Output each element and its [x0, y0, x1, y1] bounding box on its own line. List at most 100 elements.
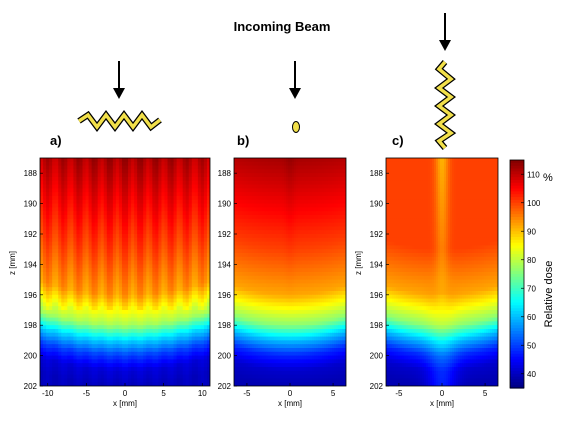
heatmap-cell [121, 192, 126, 197]
heatmap-cell [128, 344, 132, 349]
heatmap-cell [73, 302, 78, 307]
heatmap-cell [234, 245, 237, 250]
heatmap-cell [290, 215, 293, 220]
heatmap-cell [340, 253, 343, 258]
heatmap-cell [170, 260, 175, 265]
heatmap-cell [112, 283, 117, 288]
heatmap-cell [137, 173, 141, 178]
heatmap-cell [290, 180, 293, 186]
heatmap-cell [328, 218, 331, 224]
heatmap-cell [188, 264, 193, 269]
heatmap-cell [85, 256, 90, 262]
heatmap-cell [82, 344, 87, 349]
heatmap-cell [67, 351, 71, 357]
heatmap-cell [103, 226, 108, 231]
heatmap-cell [79, 298, 84, 303]
heatmap-cell [318, 237, 321, 243]
heatmap-cell [73, 237, 78, 243]
heatmap-cell [272, 218, 275, 224]
heatmap-cell [320, 192, 323, 197]
heatmap-cell [79, 192, 84, 197]
heatmap-cell [140, 302, 144, 307]
heatmap-cell [143, 275, 147, 281]
heatmap-cell [170, 222, 175, 227]
heatmap-cell [170, 329, 175, 334]
heatmap-cell [302, 177, 305, 182]
heatmap-cell [286, 158, 289, 163]
heatmap-cell [91, 230, 96, 235]
heatmap-cell [46, 192, 50, 197]
heatmap-cell [152, 218, 156, 224]
heatmap-cell [322, 245, 325, 250]
heatmap-cell [185, 199, 190, 205]
heatmap-cell [242, 184, 245, 189]
heatmap-cell [280, 161, 283, 167]
heatmap-cell [242, 180, 245, 186]
heatmap-cell [326, 161, 329, 167]
heatmap-cell [194, 302, 199, 307]
heatmap-cell [128, 230, 132, 235]
heatmap-cell [310, 260, 313, 265]
heatmap-cell [328, 184, 331, 189]
heatmap-cell [234, 234, 237, 239]
heatmap-cell [173, 215, 178, 220]
heatmap-cell [91, 283, 96, 288]
heatmap-cell [300, 245, 303, 250]
heatmap-cell [340, 207, 343, 212]
heatmap-cell [125, 169, 129, 174]
heatmap-cell [334, 234, 337, 239]
heatmap-cell [194, 222, 199, 227]
heatmap-cell [197, 325, 202, 330]
heatmap-cell [103, 313, 108, 319]
heatmap-cell [70, 249, 74, 254]
heatmap-cell [46, 325, 50, 330]
heatmap-cell [100, 226, 105, 231]
heatmap-cell [155, 317, 159, 322]
heatmap-cell [152, 272, 156, 277]
heatmap-cell [67, 298, 71, 303]
heatmap-cell [338, 249, 341, 254]
heatmap-cell [140, 317, 144, 322]
heatmap-cell [296, 188, 299, 193]
heatmap-cell [79, 313, 84, 319]
heatmap-cell [248, 211, 251, 216]
heatmap-cell [252, 234, 255, 239]
heatmap-cell [234, 203, 237, 208]
heatmap-cell [58, 203, 62, 208]
heatmap-cell [152, 355, 156, 360]
heatmap-cell [300, 188, 303, 193]
heatmap-cell [158, 234, 163, 239]
heatmap-cell [310, 192, 313, 197]
heatmap-cell [131, 253, 135, 258]
heatmap-cell [134, 378, 138, 383]
heatmap-cell [103, 317, 108, 322]
heatmap-cell [282, 192, 285, 197]
heatmap-cell [324, 237, 327, 243]
heatmap-cell [67, 215, 71, 220]
heatmap-cell [91, 310, 96, 315]
heatmap-cell [70, 230, 74, 235]
heatmap-cell [61, 367, 65, 372]
heatmap-cell [103, 329, 108, 334]
heatmap-cell [46, 184, 50, 189]
y-axis-label-a: z [mm] [8, 251, 17, 275]
heatmap-cell [264, 161, 267, 167]
heatmap-cell [161, 321, 166, 326]
heatmap-cell [179, 184, 184, 189]
heatmap-cell [58, 268, 62, 273]
heatmap-cell [197, 177, 202, 182]
heatmap-cell [344, 165, 346, 170]
panel-label-c: c) [392, 133, 404, 148]
heatmap-cell [55, 306, 59, 311]
heatmap-cell [149, 177, 153, 182]
heatmap-cell [43, 287, 47, 292]
heatmap-cell [161, 211, 166, 216]
heatmap-cell [330, 158, 333, 163]
heatmap-cell [137, 196, 141, 201]
heatmap-cell [79, 317, 84, 322]
heatmap-cell [61, 378, 65, 383]
heatmap-cell [106, 348, 111, 353]
heatmap-cell [100, 218, 105, 224]
heatmap-cell [328, 177, 331, 182]
